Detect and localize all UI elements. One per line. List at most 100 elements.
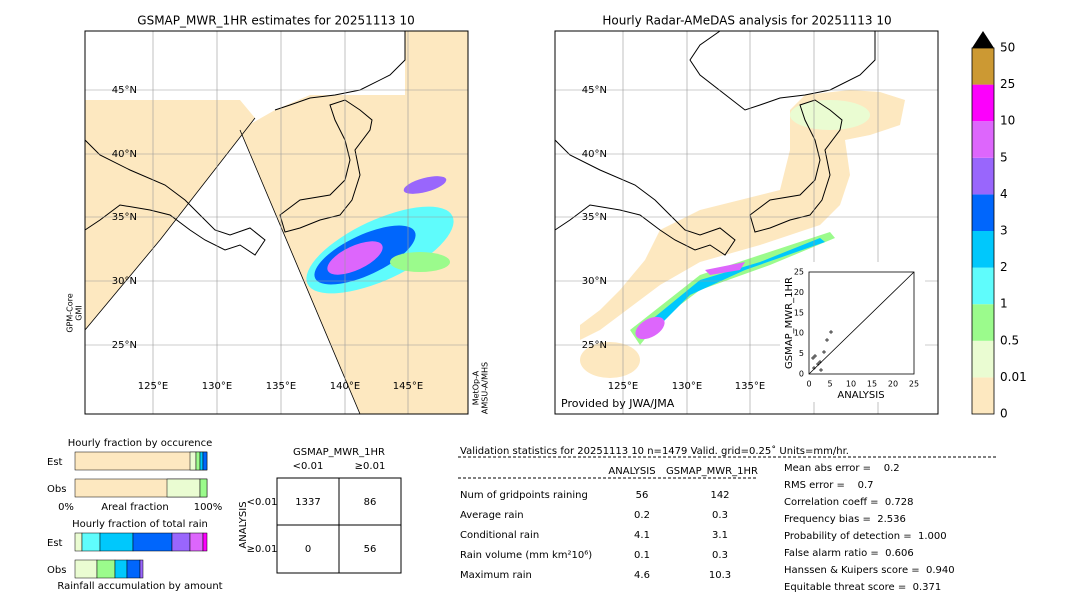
score: Probability of detection = 1.000 (784, 531, 947, 542)
lon-label: 130°E (202, 381, 232, 392)
row-axis-label: ANALYSIS (238, 501, 249, 548)
table-cell: 10.3 (709, 570, 731, 581)
colorbar-segment (972, 377, 994, 414)
chart-title: Hourly fraction of total rain (72, 519, 208, 530)
row-label: <0.01 (247, 497, 278, 508)
table-cell: 56 (636, 490, 649, 501)
x-axis-label: ANALYSIS (837, 390, 884, 401)
colorbar-segment (972, 267, 994, 305)
row-label: ≥0.01 (247, 544, 278, 555)
score: RMS error = 0.7 (784, 480, 874, 491)
caption: Rainfall accumulation by amount (57, 581, 222, 592)
colorbar-segment (972, 304, 994, 341)
colorbar-segment (972, 340, 994, 378)
fraction-bars (74, 451, 208, 579)
colorbar-label: 3 (1000, 224, 1008, 238)
sensor-note: MetOp-A (472, 370, 481, 405)
sensor-note: AMSU-A/MHS (481, 362, 490, 414)
column-header: ANALYSIS (608, 466, 655, 477)
chart-title: Hourly fraction by occurence (68, 438, 212, 449)
row-label: Obs (47, 565, 66, 576)
map-title: GSMAP_MWR_1HR estimates for 20251113 10 (137, 14, 414, 28)
colorbar-label: 50 (1000, 41, 1015, 55)
lon-label: 130°E (672, 381, 702, 392)
map-title: Hourly Radar-AMeDAS analysis for 2025111… (602, 14, 891, 28)
colorbar-label: 0 (1000, 407, 1008, 421)
lon-label: 140°E (330, 381, 360, 392)
lat-label: 40°N (582, 149, 607, 160)
colorbar-label: 25 (1000, 77, 1015, 91)
lat-label: 45°N (582, 85, 607, 96)
row-label: Est (47, 538, 63, 549)
sensor-note: GPM-Core (66, 293, 75, 332)
left-map (84, 30, 469, 415)
column-header: GSMAP_MWR_1HR (666, 466, 758, 477)
lat-label: 35°N (582, 212, 607, 223)
scatter-inset (808, 271, 915, 375)
y-tick-label: 0 (799, 370, 804, 379)
x-tick-label: 10 (846, 380, 856, 389)
row-label: Obs (47, 484, 66, 495)
y-tick-label: 20 (794, 288, 804, 297)
contingency-table (276, 477, 402, 574)
colorbar-segment (972, 84, 994, 122)
score: Frequency bias = 2.536 (784, 514, 906, 525)
lat-label: 30°N (112, 276, 137, 287)
column-label: ≥0.01 (355, 461, 386, 472)
row-label: Num of gridpoints raining (460, 490, 588, 501)
table-cell: 0.3 (712, 510, 728, 521)
axis-label: 100% (194, 502, 223, 513)
y-axis-label: GSMAP_MWR_1HR (784, 277, 795, 369)
x-tick-label: 15 (867, 380, 877, 389)
table-cell: 0.2 (634, 510, 650, 521)
axis-label: Areal fraction (101, 502, 168, 513)
axis-label: 0% (58, 502, 74, 513)
score: Hanssen & Kuipers score = 0.940 (784, 565, 955, 576)
score: Correlation coeff = 0.728 (784, 497, 914, 508)
colorbar-segment (972, 194, 994, 231)
lon-label: 125°E (138, 381, 168, 392)
lon-label: 145°E (393, 381, 423, 392)
table-cell: 142 (710, 490, 729, 501)
colorbar-label: 10 (1000, 114, 1015, 128)
row-label: Maximum rain (460, 570, 532, 581)
table-cell: 4.6 (634, 570, 650, 581)
column-label: <0.01 (293, 461, 324, 472)
colorbar-extend (972, 31, 994, 48)
colorbar-label: 5 (1000, 150, 1008, 164)
row-label: Conditional rain (460, 530, 539, 541)
table-cell: 0 (305, 544, 311, 555)
lat-label: 25°N (112, 340, 137, 351)
colorbar-label: 0.01 (1000, 370, 1027, 384)
stats-header: Validation statistics for 20251113 10 n=… (460, 445, 849, 457)
row-label: Rain volume (mm km²10⁶) (460, 550, 592, 561)
colorbar-label: 2 (1000, 260, 1008, 274)
table-cell: 86 (364, 497, 377, 508)
table-cell: 1337 (295, 497, 320, 508)
y-tick-label: 5 (799, 349, 804, 358)
colorbar-label: 4 (1000, 187, 1008, 201)
table-title: GSMAP_MWR_1HR (293, 447, 385, 458)
y-tick-label: 10 (794, 329, 804, 338)
lon-label: 135°E (266, 381, 296, 392)
y-tick-label: 15 (794, 308, 804, 317)
colorbar-segment (972, 231, 994, 268)
credit: Provided by JWA/JMA (561, 397, 675, 410)
row-label: Average rain (460, 510, 524, 521)
x-tick-label: 0 (806, 380, 811, 389)
score: Mean abs error = 0.2 (784, 463, 900, 474)
table-cell: 0.1 (634, 550, 650, 561)
score: Equitable threat score = 0.371 (784, 582, 941, 593)
y-tick-label: 25 (794, 268, 804, 277)
colorbar-segment (972, 157, 994, 195)
score: False alarm ratio = 0.606 (784, 548, 914, 559)
lon-label: 125°E (608, 381, 638, 392)
sensor-note: GMI (75, 305, 84, 320)
row-label: Est (47, 457, 63, 468)
table-cell: 3.1 (712, 530, 728, 541)
x-tick-label: 25 (909, 380, 919, 389)
colorbar-frame (971, 47, 995, 415)
lat-label: 25°N (582, 340, 607, 351)
colorbar-label: 0.5 (1000, 333, 1019, 347)
